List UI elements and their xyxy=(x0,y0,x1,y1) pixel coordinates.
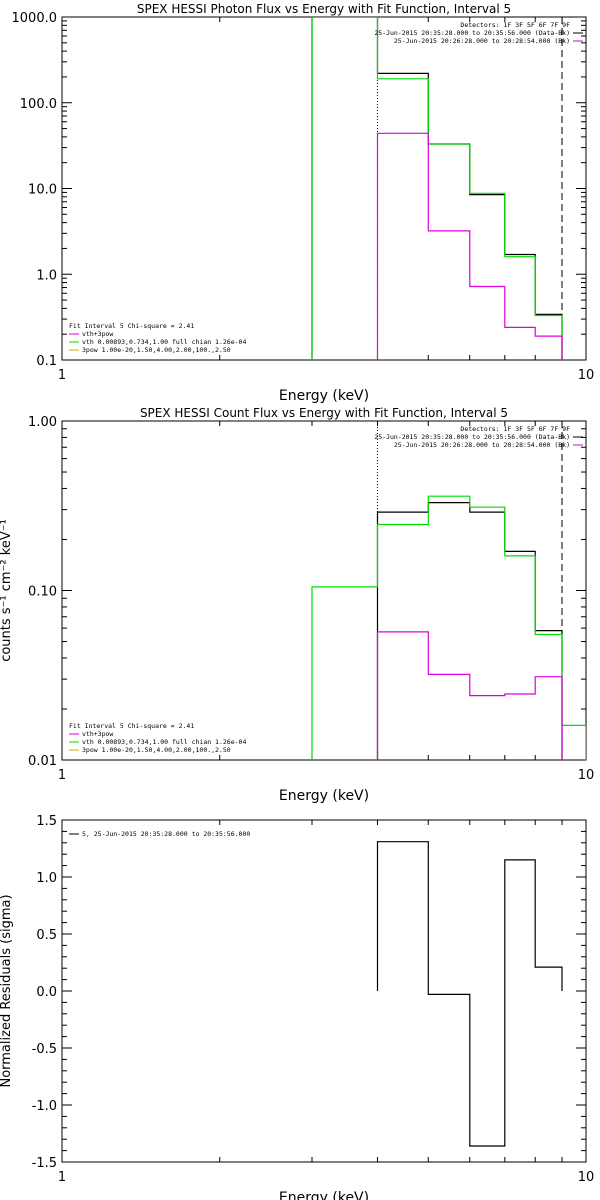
chart-title: SPEX HESSI Count Flux vs Energy with Fit… xyxy=(140,406,508,420)
legend-left-entry: 3pow 1.00e-20,1.50,4.00,2.00,100.,2.50 xyxy=(82,746,231,754)
plot-data-area xyxy=(311,17,563,360)
legend-left-entry: vth+3pow xyxy=(82,730,113,738)
chart-panel-2: 1 10 0.01 0.10 1.00 SPEX HESSI Count Flux vs … xyxy=(0,406,594,804)
legend-right-entry: Detectors: 1F 3F 5F 6F 7F 9F xyxy=(460,425,570,433)
series-vth-3pow-step-line xyxy=(311,17,563,360)
x-axis-label: Energy (keV) xyxy=(279,388,369,404)
plot-frame xyxy=(61,420,587,761)
plot-frame xyxy=(61,16,587,361)
x-tick-label: 10 xyxy=(578,768,595,783)
x-tick-label: 10 xyxy=(578,1170,595,1185)
y-tick-label: 1.0 xyxy=(36,871,57,886)
legend-left-entry: 5, 25-Jun-2015 20:35:28.000 to 20:35:56.… xyxy=(82,830,250,838)
x-tick-label: 1 xyxy=(58,368,66,383)
y-tick-label: 0.10 xyxy=(28,585,57,600)
series-data-bk-step-line xyxy=(311,17,563,360)
legend-right-entry: Detectors: 1F 3F 5F 6F 7F 9F xyxy=(460,21,570,29)
y-tick-label: 0.5 xyxy=(36,928,57,943)
plot-data-area xyxy=(376,841,563,1147)
chart-panel-1: 1 10 0.1 1.0 10.0 100.0 1000.0 SPEX HESSI Photo… xyxy=(12,2,595,404)
legend-left-entry: Fit Interval 5 Chi-square = 2.41 xyxy=(69,722,194,730)
series-bk-step-line xyxy=(376,132,563,360)
legend-right-entry: 25-Jun-2015 20:26:28.000 to 20:28:54.000… xyxy=(394,37,570,45)
legend-left-entry: 3pow 1.00e-20,1.50,4.00,2.00,100.,2.50 xyxy=(82,346,231,354)
y-tick-label: 0.0 xyxy=(36,985,57,1000)
y-tick-label: 0.1 xyxy=(36,354,57,369)
legend-left-entry: vth 0.00893,0.734,1.00 full chian 1.26e-… xyxy=(82,738,246,746)
x-axis-label: Energy (keV) xyxy=(279,1190,369,1200)
y-tick-label: 0.01 xyxy=(28,754,57,769)
legend-left-entry: vth+3pow xyxy=(82,330,113,338)
x-tick-label: 10 xyxy=(578,368,595,383)
y-tick-label: 1.00 xyxy=(28,415,57,430)
legend-left-entry: vth 0.00893,0.734,1.00 full chian 1.26e-… xyxy=(82,338,246,346)
y-tick-label: -0.5 xyxy=(32,1042,57,1057)
chart-title: SPEX HESSI Photon Flux vs Energy with Fi… xyxy=(137,2,511,16)
y-axis-label: Normalized Residuals (sigma) xyxy=(0,894,14,1087)
y-tick-label: -1.5 xyxy=(32,1156,57,1171)
x-tick-label: 1 xyxy=(58,768,66,783)
legend-right-entry: 25-Jun-2015 20:26:28.000 to 20:28:54.000… xyxy=(394,441,570,449)
x-axis-label: Energy (keV) xyxy=(279,788,369,804)
series-data-bk-step-line xyxy=(376,502,563,760)
plot-data-area xyxy=(311,421,586,760)
y-tick-label: 100.0 xyxy=(20,97,57,112)
series-5-25-jun-2015-20-35-28-000-to-20-35-56-000-step-line xyxy=(376,841,563,1147)
x-tick-label: 1 xyxy=(58,1170,66,1185)
y-tick-label: 1000.0 xyxy=(12,11,58,26)
y-tick-label: -1.0 xyxy=(32,1099,57,1114)
legend-right-entry: 25-Jun-2015 20:35:28.000 to 20:35:56.000… xyxy=(374,29,570,37)
legend-right-entry: 25-Jun-2015 20:35:28.000 to 20:35:56.000… xyxy=(374,433,570,441)
chart-panel-3: 1 10 -1.5 -1.0 -0.5 0.0 0.5 1.0 1.5 Energy (keV) N… xyxy=(0,814,594,1200)
plot-frame xyxy=(61,819,587,1163)
series-vth-3pow-step-line xyxy=(311,495,586,760)
y-tick-label: 1.5 xyxy=(36,814,57,829)
series-bk-step-line xyxy=(376,631,563,760)
legend-left-entry: Fit Interval 5 Chi-square = 2.41 xyxy=(69,322,194,330)
y-tick-label: 10.0 xyxy=(28,183,57,198)
y-axis-label: counts s⁻¹ cm⁻² keV⁻¹ xyxy=(0,519,14,662)
y-tick-label: 1.0 xyxy=(36,268,57,283)
